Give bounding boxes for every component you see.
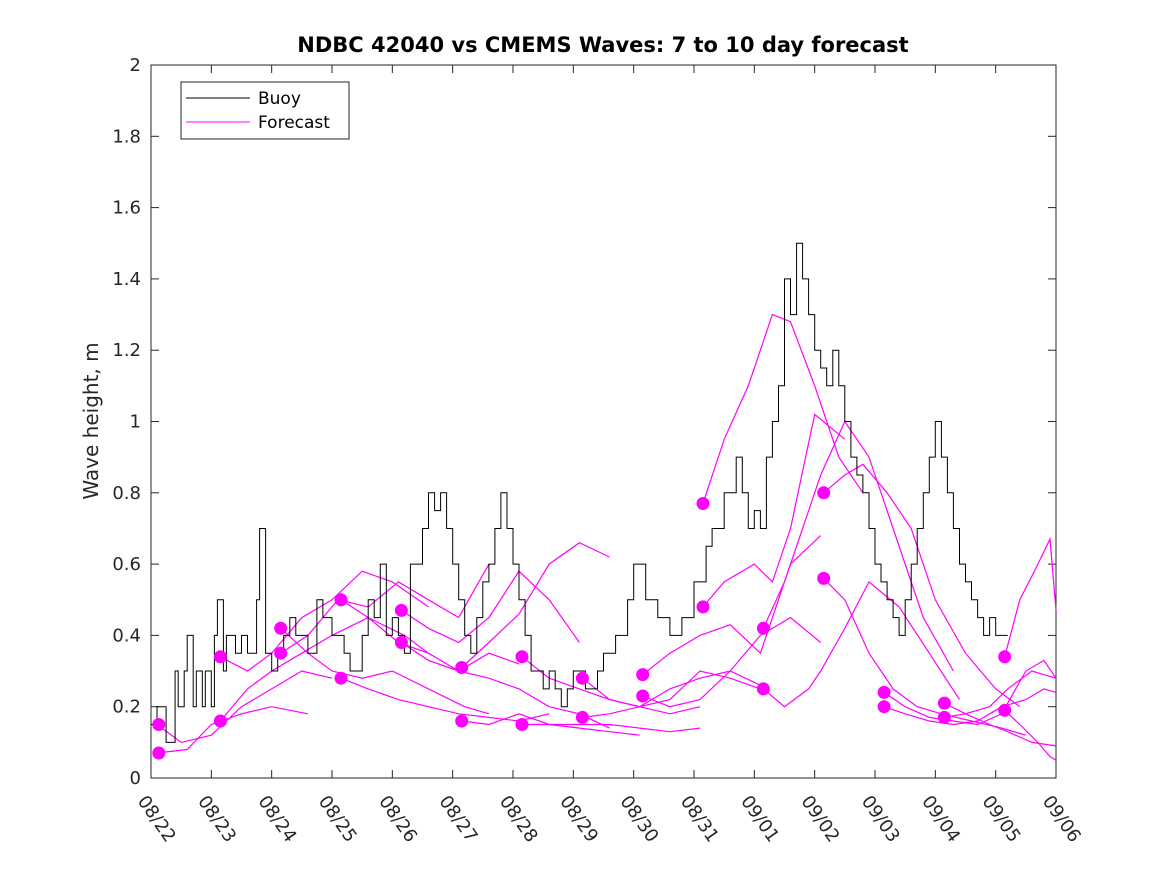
forecast-marker (817, 486, 831, 500)
forecast-series-line (702, 313, 864, 504)
forecast-series-line (702, 413, 846, 608)
forecast-series-line (401, 641, 610, 729)
legend-buoy-label: Buoy (258, 89, 301, 109)
y-tick-label: 0 (130, 768, 141, 789)
y-tick-label: 0.2 (112, 697, 141, 718)
y-axis: 0 0.2 0.4 0.6 0.8 1 1.2 1.4 1.6 1.8 2 (112, 55, 1056, 789)
forecast-series-line (1004, 709, 1057, 761)
forecast-marker (696, 497, 710, 510)
forecast-markers (152, 486, 1012, 760)
forecast-series-line (340, 677, 550, 722)
forecast-marker (998, 703, 1012, 717)
forecast-series-line (823, 463, 1021, 708)
forecast-marker (455, 661, 469, 674)
y-tick-label: 2 (130, 55, 141, 76)
y-tick-label: 1.8 (112, 126, 141, 147)
forecast-series-line (883, 659, 1057, 726)
forecast-marker (515, 650, 529, 664)
forecast-marker (998, 650, 1012, 664)
forecast-marker (636, 668, 650, 682)
forecast-marker (394, 636, 408, 649)
forecast-marker (334, 593, 348, 607)
forecast-series-line (883, 688, 1057, 726)
forecast-series-line (642, 616, 822, 708)
y-tick-label: 1 (130, 412, 141, 433)
legend-box (180, 81, 350, 140)
forecast-series-line (461, 542, 610, 668)
y-tick-label: 1.4 (112, 269, 141, 290)
y-tick-label: 0.8 (112, 483, 141, 504)
forecast-series-line (582, 670, 761, 708)
chart-title: NDBC 42040 vs CMEMS Waves: 7 to 10 day f… (297, 33, 908, 57)
forecast-marker (937, 696, 951, 710)
forecast-marker (274, 646, 288, 660)
forecast-marker (394, 603, 408, 617)
forecast-marker (756, 682, 770, 696)
forecast-marker (756, 621, 770, 635)
forecast-marker (213, 650, 227, 664)
forecast-marker (636, 689, 650, 703)
forecast-marker (334, 671, 348, 685)
legend: Buoy Forecast (180, 81, 350, 140)
forecast-marker (937, 710, 951, 724)
forecast-marker (817, 571, 831, 585)
forecast-marker (575, 710, 589, 724)
y-axis-label: Wave height, m (79, 342, 103, 499)
forecast-series-line (522, 723, 701, 733)
forecast-marker (877, 685, 891, 699)
buoy-series (151, 242, 1008, 743)
forecast-marker (274, 621, 288, 635)
forecast-series-line (156, 670, 333, 744)
forecast-series-line (1004, 536, 1057, 657)
buoy-line (151, 242, 1008, 743)
forecast-marker (696, 600, 710, 614)
forecast-series-line (401, 570, 580, 644)
y-tick-label: 1.2 (112, 340, 141, 361)
y-tick-label: 0.6 (112, 554, 141, 575)
forecast-marker (152, 746, 166, 760)
forecast-marker (877, 700, 891, 714)
forecast-marker (575, 671, 589, 685)
forecast-marker (455, 714, 469, 728)
legend-forecast-label: Forecast (258, 113, 330, 133)
forecast-series-line (280, 563, 490, 654)
y-tick-label: 1.6 (112, 198, 141, 219)
forecast-lines (156, 313, 1057, 761)
forecast-series-line (944, 702, 1057, 747)
forecast-series-line (944, 670, 1057, 718)
forecast-marker (152, 718, 166, 731)
forecast-marker (213, 714, 227, 728)
forecast-series-line (280, 627, 490, 715)
forecast-marker (515, 718, 529, 731)
forecast-series-line (763, 580, 961, 708)
y-tick-label: 0.4 (112, 625, 141, 646)
